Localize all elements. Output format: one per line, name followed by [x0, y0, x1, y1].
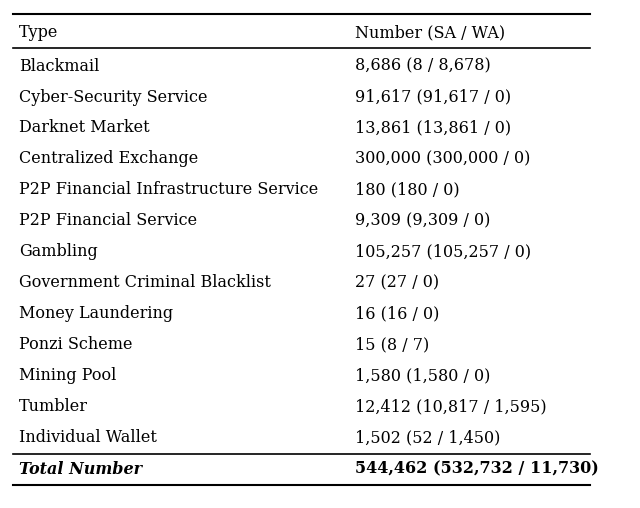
Text: 105,257 (105,257 / 0): 105,257 (105,257 / 0)	[355, 243, 531, 260]
Text: Type: Type	[19, 24, 59, 41]
Text: Total Number: Total Number	[19, 461, 142, 478]
Text: 8,686 (8 / 8,678): 8,686 (8 / 8,678)	[355, 57, 491, 75]
Text: Blackmail: Blackmail	[19, 57, 100, 75]
Text: Mining Pool: Mining Pool	[19, 367, 116, 384]
Text: 9,309 (9,309 / 0): 9,309 (9,309 / 0)	[355, 212, 490, 230]
Text: 16 (16 / 0): 16 (16 / 0)	[355, 305, 440, 322]
Text: P2P Financial Infrastructure Service: P2P Financial Infrastructure Service	[19, 181, 319, 199]
Text: Darknet Market: Darknet Market	[19, 119, 150, 137]
Text: Money Laundering: Money Laundering	[19, 305, 173, 322]
Text: 27 (27 / 0): 27 (27 / 0)	[355, 274, 439, 291]
Text: 180 (180 / 0): 180 (180 / 0)	[355, 181, 460, 199]
Text: 1,502 (52 / 1,450): 1,502 (52 / 1,450)	[355, 429, 500, 446]
Text: 91,617 (91,617 / 0): 91,617 (91,617 / 0)	[355, 88, 511, 106]
Text: Number (SA / WA): Number (SA / WA)	[355, 24, 505, 41]
Text: 300,000 (300,000 / 0): 300,000 (300,000 / 0)	[355, 150, 531, 168]
Text: Tumbler: Tumbler	[19, 398, 88, 415]
Text: Gambling: Gambling	[19, 243, 98, 260]
Text: 13,861 (13,861 / 0): 13,861 (13,861 / 0)	[355, 119, 511, 137]
Text: Cyber-Security Service: Cyber-Security Service	[19, 88, 208, 106]
Text: P2P Financial Service: P2P Financial Service	[19, 212, 197, 230]
Text: Individual Wallet: Individual Wallet	[19, 429, 157, 446]
Text: 1,580 (1,580 / 0): 1,580 (1,580 / 0)	[355, 367, 490, 384]
Text: Government Criminal Blacklist: Government Criminal Blacklist	[19, 274, 271, 291]
Text: 15 (8 / 7): 15 (8 / 7)	[355, 336, 429, 353]
Text: 544,462 (532,732 / 11,730): 544,462 (532,732 / 11,730)	[355, 461, 599, 478]
Text: Centralized Exchange: Centralized Exchange	[19, 150, 198, 168]
Text: 12,412 (10,817 / 1,595): 12,412 (10,817 / 1,595)	[355, 398, 547, 415]
Text: Ponzi Scheme: Ponzi Scheme	[19, 336, 132, 353]
